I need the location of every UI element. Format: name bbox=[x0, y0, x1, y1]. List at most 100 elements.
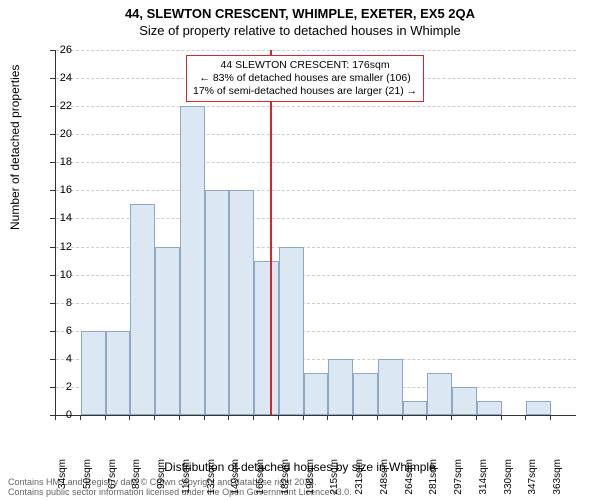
y-tick-label: 14 bbox=[52, 212, 72, 224]
x-tick-mark bbox=[451, 415, 452, 420]
y-tick-mark bbox=[50, 162, 55, 163]
chart-container: 44, SLEWTON CRESCENT, WHIMPLE, EXETER, E… bbox=[0, 0, 600, 500]
x-tick-mark bbox=[278, 415, 279, 420]
histogram-bar bbox=[279, 247, 304, 415]
x-tick-label: 34sqm bbox=[57, 459, 68, 499]
annotation-line: 44 SLEWTON CRESCENT: 176sqm bbox=[193, 59, 417, 72]
x-tick-label: 231sqm bbox=[354, 459, 365, 499]
x-tick-label: 198sqm bbox=[305, 459, 316, 499]
x-tick-label: 363sqm bbox=[552, 459, 563, 499]
y-tick-label: 12 bbox=[52, 241, 72, 253]
y-tick-mark bbox=[50, 247, 55, 248]
x-tick-label: 347sqm bbox=[527, 459, 538, 499]
annotation-box: 44 SLEWTON CRESCENT: 176sqm← 83% of deta… bbox=[186, 55, 424, 102]
annotation-line: ← 83% of detached houses are smaller (10… bbox=[193, 72, 417, 85]
x-tick-label: 132sqm bbox=[206, 459, 217, 499]
y-tick-mark bbox=[50, 331, 55, 332]
x-tick-label: 99sqm bbox=[156, 459, 167, 499]
histogram-bar bbox=[304, 373, 329, 415]
x-tick-label: 165sqm bbox=[255, 459, 266, 499]
x-tick-mark bbox=[204, 415, 205, 420]
histogram-bar bbox=[328, 359, 353, 415]
x-tick-mark bbox=[303, 415, 304, 420]
reference-line bbox=[270, 50, 272, 415]
plot-area: 44 SLEWTON CRESCENT: 176sqm← 83% of deta… bbox=[55, 50, 576, 416]
x-tick-label: 297sqm bbox=[453, 459, 464, 499]
histogram-bar bbox=[254, 261, 279, 415]
y-axis-label: Number of detached properties bbox=[8, 65, 22, 230]
x-tick-mark bbox=[228, 415, 229, 420]
y-tick-label: 18 bbox=[52, 156, 72, 168]
histogram-bar bbox=[106, 331, 131, 415]
y-tick-label: 2 bbox=[52, 381, 72, 393]
y-tick-mark bbox=[50, 218, 55, 219]
gridline-h bbox=[56, 162, 576, 163]
x-tick-mark bbox=[179, 415, 180, 420]
gridline-h bbox=[56, 134, 576, 135]
histogram-bar bbox=[353, 373, 378, 415]
y-tick-mark bbox=[50, 387, 55, 388]
x-tick-mark bbox=[501, 415, 502, 420]
x-tick-label: 215sqm bbox=[329, 459, 340, 499]
histogram-bar bbox=[155, 247, 180, 415]
y-tick-label: 22 bbox=[52, 100, 72, 112]
x-tick-label: 264sqm bbox=[404, 459, 415, 499]
y-tick-label: 8 bbox=[52, 297, 72, 309]
histogram-bar bbox=[180, 106, 205, 415]
x-tick-mark bbox=[525, 415, 526, 420]
chart-title-1: 44, SLEWTON CRESCENT, WHIMPLE, EXETER, E… bbox=[0, 0, 600, 21]
x-tick-mark bbox=[129, 415, 130, 420]
annotation-line: 17% of semi-detached houses are larger (… bbox=[193, 85, 417, 98]
x-tick-label: 149sqm bbox=[230, 459, 241, 499]
y-tick-label: 16 bbox=[52, 184, 72, 196]
x-tick-mark bbox=[426, 415, 427, 420]
x-tick-mark bbox=[327, 415, 328, 420]
x-tick-mark bbox=[377, 415, 378, 420]
y-tick-mark bbox=[50, 303, 55, 304]
y-tick-mark bbox=[50, 106, 55, 107]
y-tick-label: 26 bbox=[52, 44, 72, 56]
histogram-bar bbox=[130, 204, 155, 415]
x-tick-mark bbox=[105, 415, 106, 420]
y-tick-mark bbox=[50, 275, 55, 276]
x-tick-mark bbox=[55, 415, 56, 420]
gridline-h bbox=[56, 190, 576, 191]
y-tick-mark bbox=[50, 134, 55, 135]
x-tick-mark bbox=[550, 415, 551, 420]
histogram-bar bbox=[477, 401, 502, 415]
x-tick-mark bbox=[154, 415, 155, 420]
histogram-bar bbox=[205, 190, 230, 415]
y-tick-label: 24 bbox=[52, 72, 72, 84]
histogram-bar bbox=[229, 190, 254, 415]
x-tick-label: 330sqm bbox=[503, 459, 514, 499]
x-tick-mark bbox=[253, 415, 254, 420]
x-tick-label: 314sqm bbox=[478, 459, 489, 499]
x-tick-mark bbox=[402, 415, 403, 420]
x-tick-label: 83sqm bbox=[131, 459, 142, 499]
x-tick-mark bbox=[80, 415, 81, 420]
y-tick-mark bbox=[50, 78, 55, 79]
x-tick-label: 248sqm bbox=[379, 459, 390, 499]
chart-title-2: Size of property relative to detached ho… bbox=[0, 21, 600, 38]
histogram-bar bbox=[403, 401, 428, 415]
histogram-bar bbox=[81, 331, 106, 415]
gridline-h bbox=[56, 106, 576, 107]
y-tick-label: 4 bbox=[52, 353, 72, 365]
y-tick-label: 10 bbox=[52, 269, 72, 281]
histogram-bar bbox=[452, 387, 477, 415]
y-tick-label: 20 bbox=[52, 128, 72, 140]
y-tick-mark bbox=[50, 359, 55, 360]
histogram-bar bbox=[427, 373, 452, 415]
x-tick-label: 281sqm bbox=[428, 459, 439, 499]
x-tick-label: 182sqm bbox=[280, 459, 291, 499]
x-tick-label: 50sqm bbox=[82, 459, 93, 499]
y-tick-mark bbox=[50, 190, 55, 191]
histogram-bar bbox=[378, 359, 403, 415]
x-tick-mark bbox=[352, 415, 353, 420]
y-tick-label: 6 bbox=[52, 325, 72, 337]
histogram-bar bbox=[526, 401, 551, 415]
x-tick-label: 116sqm bbox=[181, 459, 192, 499]
gridline-h bbox=[56, 50, 576, 51]
y-tick-mark bbox=[50, 50, 55, 51]
x-tick-label: 67sqm bbox=[107, 459, 118, 499]
